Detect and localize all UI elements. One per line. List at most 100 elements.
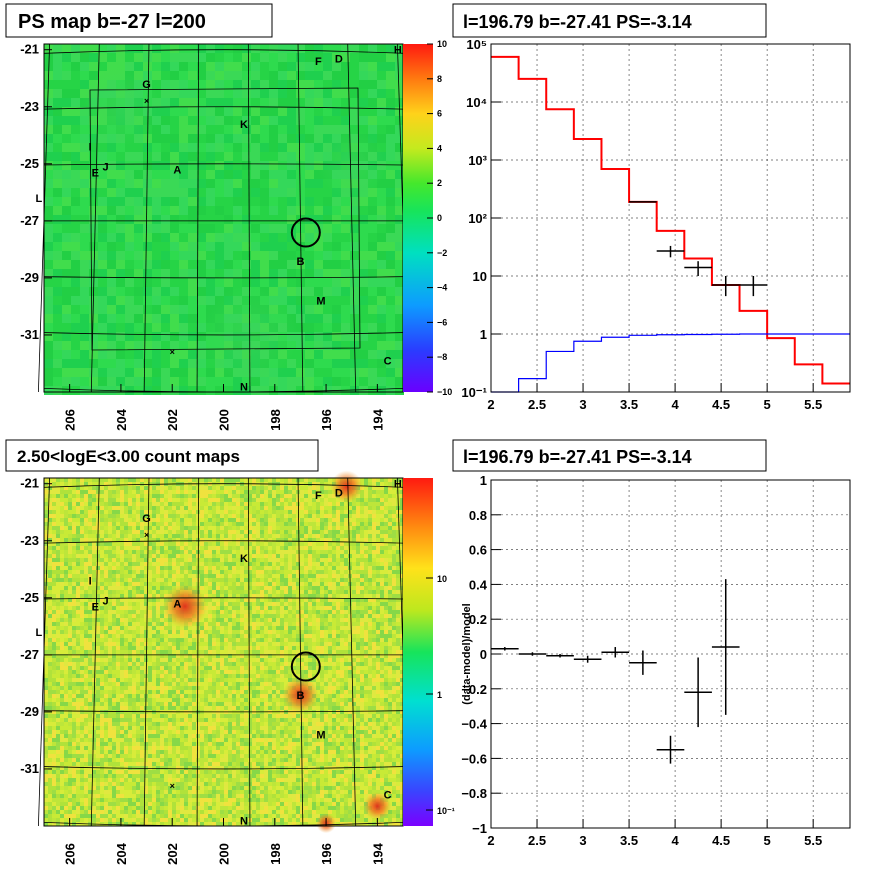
map-pixel <box>160 578 164 582</box>
map-pixel <box>179 341 188 350</box>
map-pixel <box>344 534 348 538</box>
map-pixel <box>388 594 392 598</box>
map-pixel <box>268 526 272 530</box>
map-pixel <box>344 574 348 578</box>
map-pixel <box>180 570 184 574</box>
map-pixel <box>62 89 71 98</box>
map-pixel <box>360 534 364 538</box>
map-pixel <box>228 510 232 514</box>
map-pixel <box>89 359 98 368</box>
map-pixel <box>80 546 84 550</box>
map-pixel <box>176 538 180 542</box>
map-pixel <box>164 622 168 626</box>
map-pixel <box>280 478 284 482</box>
map-pixel <box>264 578 268 582</box>
map-pixel <box>107 269 116 278</box>
map-pixel <box>396 510 400 514</box>
map-pixel <box>144 562 148 566</box>
map-pixel <box>388 506 392 510</box>
map-pixel <box>116 305 125 314</box>
map-pixel <box>287 179 296 188</box>
map-pixel <box>296 44 305 53</box>
map-pixel <box>134 269 143 278</box>
map-pixel <box>380 582 384 586</box>
map-pixel <box>386 80 395 89</box>
map-pixel <box>284 478 288 482</box>
map-pixel <box>244 526 248 530</box>
map-pixel <box>197 368 206 377</box>
map-pixel <box>156 566 160 570</box>
map-pixel <box>88 518 92 522</box>
map-pixel <box>124 598 128 602</box>
map-pixel <box>88 534 92 538</box>
map-pixel <box>208 618 212 622</box>
map-pixel <box>140 538 144 542</box>
map-pixel <box>104 562 108 566</box>
map-pixel <box>264 610 268 614</box>
map-pixel <box>364 602 368 606</box>
map-pixel <box>336 570 340 574</box>
map-pixel <box>352 590 356 594</box>
map-pixel <box>116 602 120 606</box>
map-pixel <box>48 530 52 534</box>
map-pixel <box>276 502 280 506</box>
map-pixel <box>188 305 197 314</box>
source-label-N: N <box>240 381 248 393</box>
map-pixel <box>68 586 72 590</box>
map-pixel <box>212 518 216 522</box>
map-pixel <box>76 598 80 602</box>
map-pixel <box>305 224 314 233</box>
map-pixel <box>160 618 164 622</box>
map-pixel <box>60 542 64 546</box>
map-pixel <box>136 502 140 506</box>
map-pixel <box>68 570 72 574</box>
map-pixel <box>116 478 120 482</box>
map-pixel <box>84 490 88 494</box>
map-pixel <box>143 188 152 197</box>
map-pixel <box>62 359 71 368</box>
map-pixel <box>372 538 376 542</box>
map-pixel <box>384 506 388 510</box>
map-pixel <box>80 143 89 152</box>
map-pixel <box>276 614 280 618</box>
map-pixel <box>116 260 125 269</box>
map-pixel <box>98 359 107 368</box>
map-pixel <box>220 558 224 562</box>
map-pixel <box>152 260 161 269</box>
map-pixel <box>305 134 314 143</box>
map-pixel <box>161 332 170 341</box>
map-pixel <box>220 542 224 546</box>
map-pixel <box>312 618 316 622</box>
map-pixel <box>152 80 161 89</box>
map-pixel <box>80 614 84 618</box>
map-pixel <box>341 341 350 350</box>
map-pixel <box>170 161 179 170</box>
map-pixel <box>300 530 304 534</box>
map-pixel <box>348 542 352 546</box>
map-pixel <box>180 478 184 482</box>
map-pixel <box>280 542 284 546</box>
map-pixel <box>144 478 148 482</box>
map-pixel <box>236 502 240 506</box>
map-pixel <box>136 546 140 550</box>
map-pixel <box>268 486 272 490</box>
map-pixel <box>232 606 236 610</box>
map-pixel <box>384 526 388 530</box>
map-pixel <box>48 490 52 494</box>
map-pixel <box>276 510 280 514</box>
map-pixel <box>62 233 71 242</box>
map-pixel <box>44 116 53 125</box>
map-pixel <box>128 530 132 534</box>
map-pixel <box>350 305 359 314</box>
map-pixel <box>224 107 233 116</box>
map-pixel <box>323 251 332 260</box>
map-pixel <box>164 578 168 582</box>
map-pixel <box>56 606 60 610</box>
map-pixel <box>44 558 48 562</box>
map-pixel <box>136 562 140 566</box>
map-pixel <box>264 534 268 538</box>
map-pixel <box>364 546 368 550</box>
map-pixel <box>188 550 192 554</box>
map-pixel <box>52 478 56 482</box>
map-pixel <box>208 610 212 614</box>
